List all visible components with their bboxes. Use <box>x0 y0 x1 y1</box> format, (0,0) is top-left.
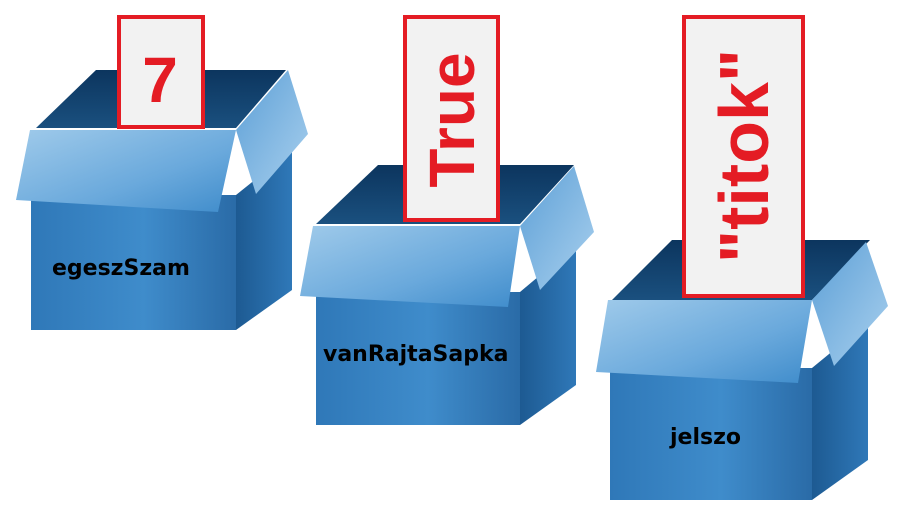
value-card: True <box>403 15 500 222</box>
variable-box-egeszSzam: 7 egeszSzam <box>16 15 308 330</box>
value-text: True <box>416 52 488 187</box>
box-side <box>236 150 292 330</box>
box-front <box>316 292 520 425</box>
value-text: 7 <box>142 44 178 116</box>
variable-box-jelszo: "titok" jelszo <box>596 15 888 500</box>
variable-label: egeszSzam <box>52 256 190 281</box>
value-card: "titok" <box>682 15 805 298</box>
variable-label: vanRajtaSapka <box>323 342 508 367</box>
box-side-flap <box>520 166 594 290</box>
box-front-flap <box>596 300 812 383</box>
box-front <box>610 368 812 500</box>
box-side-flap <box>812 242 888 366</box>
variable-box-vanRajtaSapka: True vanRajtaSapka <box>300 15 594 425</box>
box-front-flap <box>16 130 236 212</box>
variable-label: jelszo <box>669 425 741 450</box>
box-side-flap <box>236 70 308 194</box>
box-front-flap <box>300 226 520 307</box>
box-front <box>31 195 236 330</box>
box-side <box>812 322 868 500</box>
box-side <box>520 245 576 425</box>
value-card: 7 <box>117 15 205 129</box>
value-text: "titok" <box>705 49 783 263</box>
